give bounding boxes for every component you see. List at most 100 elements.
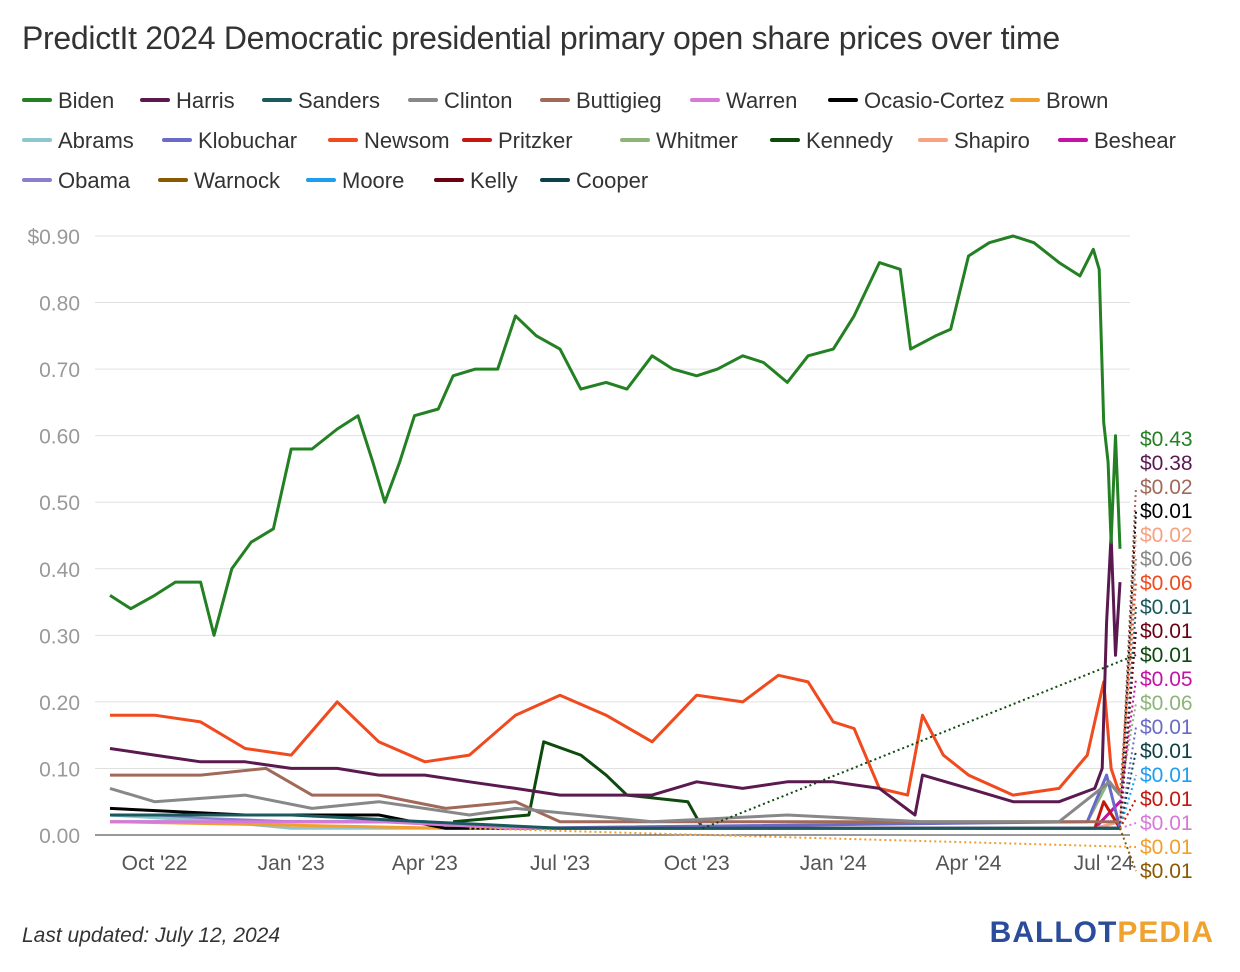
legend-item-warnock[interactable]: Warnock	[158, 168, 280, 194]
series-line-clinton	[109, 780, 1122, 824]
y-tick-label: $0.90	[27, 226, 80, 249]
x-tick-label: Jan '24	[800, 852, 867, 875]
legend-swatch	[162, 138, 192, 143]
legend-swatch	[540, 98, 570, 103]
legend-label: Beshear	[1094, 128, 1176, 153]
legend-label: Warren	[726, 88, 798, 113]
x-tick-label: Jul '24	[1074, 852, 1134, 875]
y-tick-label: 0.80	[39, 293, 80, 316]
end-label-kelly: $0.01	[1140, 620, 1193, 643]
legend-swatch	[434, 178, 464, 183]
legend-label: Moore	[342, 168, 405, 193]
legend-item-newsom[interactable]: Newsom	[328, 128, 450, 154]
leader-line	[1119, 798, 1137, 829]
legend-swatch	[328, 138, 358, 143]
leader-line	[1119, 750, 1137, 829]
legend-label: Pritzker	[498, 128, 573, 153]
y-tick-label: 0.50	[39, 492, 80, 515]
legend-item-brown[interactable]: Brown	[1010, 88, 1108, 114]
end-label-clinton: $0.06	[1140, 548, 1193, 571]
legend-label: Biden	[58, 88, 115, 113]
legend-swatch	[22, 178, 52, 183]
legend-swatch	[828, 98, 858, 103]
legend-swatch	[22, 98, 52, 103]
leader-line	[702, 654, 1137, 830]
series-line-buttigieg	[110, 766, 1120, 824]
series-line-kennedy	[452, 740, 704, 830]
legend-label: Ocasio-Cortez	[864, 88, 1005, 113]
y-tick-label: 0.00	[39, 825, 80, 848]
legend-label: Brown	[1046, 88, 1109, 113]
end-label-buttigieg: $0.02	[1140, 476, 1193, 499]
legend-item-warren[interactable]: Warren	[690, 88, 797, 114]
legend-item-shapiro[interactable]: Shapiro	[918, 128, 1030, 154]
legend-item-pritzker[interactable]: Pritzker	[462, 128, 573, 154]
y-tick-label: 0.60	[39, 426, 80, 449]
legend-item-moore[interactable]: Moore	[306, 168, 404, 194]
legend-item-klobuchar[interactable]: Klobuchar	[162, 128, 297, 154]
legend-label: Kennedy	[806, 128, 893, 153]
leader-line	[1119, 726, 1137, 829]
legend-item-ocasio-cortez[interactable]: Ocasio-Cortez	[828, 88, 1005, 114]
legend-item-biden[interactable]: Biden	[22, 88, 114, 114]
end-label-biden: $0.43	[1140, 428, 1193, 451]
legend-label: Abrams	[58, 128, 134, 153]
legend-item-kelly[interactable]: Kelly	[434, 168, 518, 194]
x-tick-label: Apr '23	[392, 852, 458, 875]
legend-swatch	[540, 178, 570, 183]
x-tick-label: Jul '23	[530, 852, 590, 875]
legend-item-buttigieg[interactable]: Buttigieg	[540, 88, 662, 114]
legend-item-cooper[interactable]: Cooper	[540, 168, 648, 194]
end-label-beshear: $0.05	[1140, 668, 1193, 691]
legend-item-harris[interactable]: Harris	[140, 88, 235, 114]
legend-swatch	[262, 98, 292, 103]
legend-swatch	[140, 98, 170, 103]
legend-swatch	[22, 138, 52, 143]
legend-label: Klobuchar	[198, 128, 298, 153]
legend-swatch	[408, 98, 438, 103]
y-tick-label: 0.40	[39, 559, 80, 582]
leader-line	[469, 827, 1137, 848]
end-label-sanders: $0.01	[1140, 596, 1193, 619]
legend-swatch	[462, 138, 492, 143]
legend-item-beshear[interactable]: Beshear	[1058, 128, 1176, 154]
legend-label: Buttigieg	[576, 88, 662, 113]
legend-label: Sanders	[298, 88, 380, 113]
legend-item-whitmer[interactable]: Whitmer	[620, 128, 738, 154]
legend-swatch	[1010, 98, 1040, 103]
end-label-klobuchar: $0.01	[1140, 716, 1193, 739]
logo-part1: BALLOT	[989, 916, 1118, 949]
end-label-brown: $0.01	[1140, 836, 1193, 859]
series-line-harris	[109, 534, 1122, 817]
legend-swatch	[158, 178, 188, 183]
y-tick-label: 0.70	[39, 359, 80, 382]
x-tick-label: Apr '24	[936, 852, 1002, 875]
legend-swatch	[690, 98, 720, 103]
legend-swatch	[306, 178, 336, 183]
y-tick-label: 0.10	[39, 758, 80, 781]
legend-swatch	[918, 138, 948, 143]
legend-item-sanders[interactable]: Sanders	[262, 88, 380, 114]
legend-label: Obama	[58, 168, 131, 193]
x-tick-label: Jan '23	[258, 852, 325, 875]
logo-part2: PEDIA	[1117, 916, 1214, 949]
leader-line	[1119, 678, 1137, 802]
legend-item-obama[interactable]: Obama	[22, 168, 130, 194]
legend-label: Whitmer	[656, 128, 738, 153]
legend-item-clinton[interactable]: Clinton	[408, 88, 512, 114]
end-label-warnock: $0.01	[1140, 860, 1193, 883]
legend-label: Kelly	[470, 168, 518, 193]
legend-label: Shapiro	[954, 128, 1030, 153]
y-tick-label: 0.30	[39, 625, 80, 648]
y-tick-label: 0.20	[39, 692, 80, 715]
legend-label: Warnock	[194, 168, 280, 193]
series-line-newsom	[110, 673, 1122, 797]
legend-item-kennedy[interactable]: Kennedy	[770, 128, 893, 154]
legend-swatch	[1058, 138, 1088, 143]
legend-swatch	[770, 138, 800, 143]
legend-label: Cooper	[576, 168, 649, 193]
end-label-ocasio-cortez: $0.01	[1140, 500, 1193, 523]
end-label-harris: $0.38	[1140, 452, 1193, 475]
legend-item-abrams[interactable]: Abrams	[22, 128, 134, 154]
leader-line	[1119, 582, 1137, 796]
